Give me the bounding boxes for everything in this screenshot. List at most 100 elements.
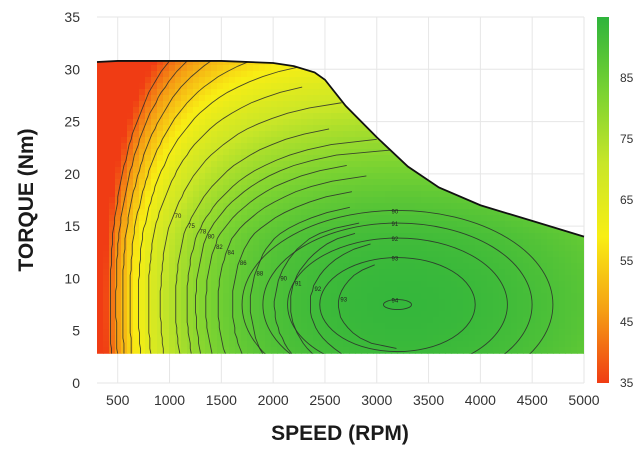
heatmap-cell — [241, 119, 248, 126]
heatmap-cell — [193, 227, 200, 234]
heatmap-cell — [361, 113, 368, 120]
heatmap-cell — [457, 299, 464, 306]
heatmap-cell — [247, 269, 254, 276]
heatmap-cell — [385, 173, 392, 180]
heatmap-cell — [325, 251, 332, 258]
heatmap-cell — [583, 275, 584, 282]
heatmap-cell — [169, 149, 176, 156]
heatmap-cell — [433, 275, 440, 282]
heatmap-cell — [415, 329, 422, 336]
heatmap-cell — [541, 263, 548, 270]
heatmap-cell — [205, 233, 212, 240]
heatmap-cell — [421, 311, 428, 318]
heatmap-cell — [319, 161, 326, 168]
heatmap-cell — [487, 281, 494, 288]
heatmap-cell — [103, 137, 110, 144]
heatmap-cell — [145, 203, 152, 210]
heatmap-cell — [205, 173, 212, 180]
heatmap-cell — [217, 197, 224, 204]
heatmap-cell — [253, 251, 260, 258]
heatmap-cell — [385, 341, 392, 348]
heatmap-cell — [403, 293, 410, 300]
heatmap-cell — [319, 89, 326, 96]
heatmap-cell — [325, 233, 332, 240]
heatmap-cell — [217, 209, 224, 216]
heatmap-cell — [529, 263, 536, 270]
heatmap-cell — [331, 245, 338, 252]
heatmap-cell — [385, 215, 392, 222]
heatmap-cell — [157, 89, 164, 96]
heatmap-cell — [481, 275, 488, 282]
heatmap-cell — [301, 60, 308, 66]
heatmap-cell — [139, 341, 146, 348]
heatmap-cell — [175, 269, 182, 276]
heatmap-cell — [487, 323, 494, 330]
heatmap-cell — [433, 269, 440, 276]
heatmap-cell — [385, 281, 392, 288]
heatmap-cell — [175, 101, 182, 108]
heatmap-cell — [121, 287, 128, 294]
heatmap-cell — [205, 311, 212, 318]
heatmap-cell — [457, 281, 464, 288]
heatmap-cell — [283, 299, 290, 306]
heatmap-cell — [175, 131, 182, 138]
heatmap-cell — [253, 245, 260, 252]
heatmap-cell — [391, 341, 398, 348]
heatmap-cell — [319, 347, 326, 354]
heatmap-cell — [487, 275, 494, 282]
heatmap-cell — [103, 71, 110, 78]
heatmap-cell — [307, 167, 314, 174]
heatmap-cell — [253, 53, 260, 60]
heatmap-cell — [271, 107, 278, 114]
heatmap-cell — [187, 113, 194, 120]
heatmap-cell — [157, 323, 164, 330]
heatmap-cell — [259, 227, 266, 234]
heatmap-cell — [379, 167, 386, 174]
heatmap-cell — [157, 155, 164, 162]
heatmap-cell — [445, 281, 452, 288]
contour-line — [194, 149, 394, 354]
heatmap-cell — [385, 299, 392, 306]
heatmap-cell — [265, 191, 272, 198]
heatmap-cell — [301, 317, 308, 324]
heatmap-cell — [313, 143, 320, 150]
heatmap-cell — [205, 221, 212, 228]
heatmap-cell — [397, 353, 404, 354]
heatmap-cell — [241, 95, 248, 102]
heatmap-cell — [163, 185, 170, 192]
heatmap-cell — [283, 101, 290, 108]
heatmap-cell — [271, 227, 278, 234]
heatmap-cell — [385, 203, 392, 210]
heatmap-cell — [475, 323, 482, 330]
heatmap-cell — [187, 179, 194, 186]
contour-line — [186, 138, 377, 354]
heatmap-cell — [211, 257, 218, 264]
heatmap-cell — [331, 269, 338, 276]
heatmap-cell — [259, 149, 266, 156]
heatmap-cell — [493, 347, 500, 354]
heatmap-cell — [385, 269, 392, 276]
heatmap-cell — [277, 347, 284, 354]
heatmap-cell — [223, 149, 230, 156]
heatmap-cell — [163, 305, 170, 312]
colorbar-tick-label: 75 — [620, 132, 633, 146]
heatmap-cell — [319, 101, 326, 108]
heatmap-cell — [397, 275, 404, 282]
heatmap-cell — [133, 359, 140, 366]
heatmap-cell — [199, 311, 206, 318]
heatmap-cell — [289, 143, 296, 150]
heatmap-cell — [469, 311, 476, 318]
heatmap-cell — [103, 227, 110, 234]
heatmap-cell — [193, 149, 200, 156]
heatmap-cell — [241, 359, 248, 366]
heatmap-cell — [115, 71, 122, 78]
heatmap-cell — [151, 299, 158, 306]
heatmap-cell — [127, 65, 134, 72]
heatmap-cell — [271, 83, 278, 90]
heatmap-cell — [301, 71, 308, 78]
heatmap-cell — [145, 107, 152, 114]
heatmap-cell — [217, 305, 224, 312]
heatmap-cell — [307, 89, 314, 96]
heatmap-cell — [469, 305, 476, 312]
heatmap-cell — [199, 257, 206, 264]
